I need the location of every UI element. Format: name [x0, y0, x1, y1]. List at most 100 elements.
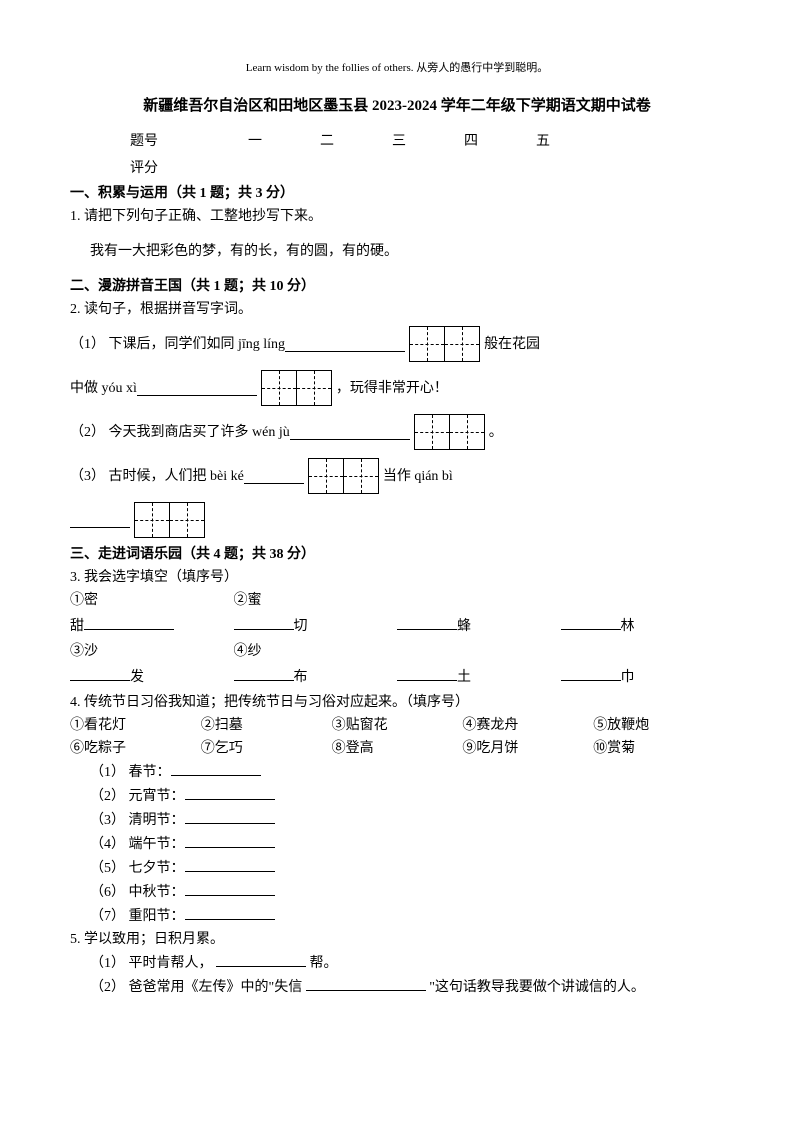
q4: 4. 传统节日习俗我知道；把传统节日与习俗对应起来。（填序号）: [70, 692, 724, 713]
blank[interactable]: [561, 615, 621, 630]
q2-3a: （2） 今天我到商店买了许多 wén jù: [70, 422, 290, 443]
q5-2: （2） 爸爸常用《左传》中的"失信 "这句话教导我要做个讲诚信的人。: [90, 976, 724, 998]
blank[interactable]: [397, 615, 457, 630]
c2: ②扫墓: [201, 715, 332, 736]
label-num: 题号: [130, 131, 158, 152]
q2: 2. 读句子，根据拼音写字词。: [70, 299, 724, 320]
q2-line2: 中做 yóu xì ，玩得非常开心！: [70, 368, 724, 408]
c9: ⑨吃月饼: [462, 738, 593, 759]
blank[interactable]: [70, 513, 130, 528]
q5-1a: （1） 平时肯帮人，: [90, 956, 213, 971]
c7: ⑦乞巧: [201, 738, 332, 759]
q4-choices1: ①看花灯 ②扫墓 ③贴窗花 ④赛龙舟 ⑤放鞭炮: [70, 715, 724, 736]
blank[interactable]: [185, 809, 275, 824]
f4: （4） 端午节：: [90, 837, 185, 852]
col-5: 五: [536, 131, 550, 152]
blank[interactable]: [185, 881, 275, 896]
blank[interactable]: [290, 425, 410, 440]
c1: ①看花灯: [70, 715, 201, 736]
blank[interactable]: [185, 905, 275, 920]
r1-3: 林: [621, 616, 635, 637]
col-4: 四: [464, 131, 478, 152]
r1-0: 甜: [70, 616, 84, 637]
q5-1b: 帮。: [310, 956, 338, 971]
c6: ⑥吃粽子: [70, 738, 201, 759]
col-2: 二: [320, 131, 334, 152]
c10: ⑩赏菊: [593, 738, 724, 759]
q5: 5. 学以致用；日积月累。: [70, 929, 724, 950]
q2-line1: （1） 下课后，同学们如同 jīng líng 般在花园: [70, 324, 724, 364]
f7: （7） 重阳节：: [90, 909, 185, 924]
q3-row1: 甜 切 蜂 林: [70, 615, 724, 637]
col-3: 三: [392, 131, 406, 152]
r2-0: 发: [130, 667, 144, 688]
blank[interactable]: [306, 976, 426, 991]
blank[interactable]: [234, 615, 294, 630]
q2-line3: （2） 今天我到商店买了许多 wén jù 。: [70, 412, 724, 452]
blank[interactable]: [216, 952, 306, 967]
blank[interactable]: [234, 666, 294, 681]
opt2a: ③沙: [70, 641, 230, 662]
q3: 3. 我会选字填空（填序号）: [70, 567, 724, 588]
blank[interactable]: [244, 469, 304, 484]
blank[interactable]: [84, 615, 174, 630]
section-3-heading: 三、走进词语乐园（共 4 题；共 38 分）: [70, 544, 724, 565]
opt2b: ④纱: [234, 644, 262, 659]
exam-title: 新疆维吾尔自治区和田地区墨玉县 2023-2024 学年二年级下学期语文期中试卷: [70, 95, 724, 118]
opt1b: ②蜜: [234, 593, 262, 608]
r2-2: 土: [457, 667, 471, 688]
r1-1: 切: [294, 616, 308, 637]
tian-grid[interactable]: [134, 502, 205, 538]
score-header: 题号 一 二 三 四 五: [130, 131, 724, 152]
r2-1: 布: [294, 667, 308, 688]
f1: （1） 春节：: [90, 765, 171, 780]
section-1-heading: 一、积累与运用（共 1 题；共 3 分）: [70, 183, 724, 204]
r2-3: 巾: [621, 667, 635, 688]
tian-grid[interactable]: [409, 326, 480, 362]
blank[interactable]: [561, 666, 621, 681]
r1-2: 蜂: [457, 616, 471, 637]
c5: ⑤放鞭炮: [593, 715, 724, 736]
q2-line5: [70, 500, 724, 540]
f2: （2） 元宵节：: [90, 789, 185, 804]
c8: ⑧登高: [332, 738, 463, 759]
q5-2a: （2） 爸爸常用《左传》中的"失信: [90, 980, 306, 995]
tian-grid[interactable]: [261, 370, 332, 406]
blank[interactable]: [285, 337, 405, 352]
q2-2b: ，玩得非常开心！: [336, 378, 448, 399]
q3-row2: 发 布 土 巾: [70, 666, 724, 688]
col-1: 一: [248, 131, 262, 152]
q5-1: （1） 平时肯帮人， 帮。: [90, 952, 724, 974]
q2-2a: 中做 yóu xì: [70, 378, 137, 399]
c4: ④赛龙舟: [462, 715, 593, 736]
blank[interactable]: [185, 833, 275, 848]
f3: （3） 清明节：: [90, 813, 185, 828]
blank[interactable]: [137, 381, 257, 396]
f6: （6） 中秋节：: [90, 885, 185, 900]
q1-text: 我有一大把彩色的梦，有的长，有的圆，有的硬。: [90, 241, 724, 262]
q3-opts1: ①密 ②蜜: [70, 590, 724, 611]
blank[interactable]: [185, 857, 275, 872]
q2-1a: （1） 下课后，同学们如同 jīng líng: [70, 334, 285, 355]
blank[interactable]: [70, 666, 130, 681]
blank[interactable]: [397, 666, 457, 681]
q2-3b: 。: [489, 422, 503, 443]
q2-1b: 般在花园: [484, 334, 540, 355]
header-quote: Learn wisdom by the follies of others. 从…: [70, 60, 724, 77]
festival-list: （1） 春节： （2） 元宵节： （3） 清明节： （4） 端午节： （5） 七…: [70, 761, 724, 927]
q2-line4: （3） 古时候，人们把 bèi ké 当作 qián bì: [70, 456, 724, 496]
blank[interactable]: [171, 761, 261, 776]
q4-choices2: ⑥吃粽子 ⑦乞巧 ⑧登高 ⑨吃月饼 ⑩赏菊: [70, 738, 724, 759]
c3: ③贴窗花: [332, 715, 463, 736]
q1: 1. 请把下列句子正确、工整地抄写下来。: [70, 206, 724, 227]
tian-grid[interactable]: [414, 414, 485, 450]
label-score: 评分: [130, 158, 724, 179]
q2-4b: 当作 qián bì: [383, 466, 453, 487]
tian-grid[interactable]: [308, 458, 379, 494]
f5: （5） 七夕节：: [90, 861, 185, 876]
section-2-heading: 二、漫游拼音王国（共 1 题；共 10 分）: [70, 276, 724, 297]
blank[interactable]: [185, 785, 275, 800]
q2-4a: （3） 古时候，人们把 bèi ké: [70, 466, 244, 487]
q3-opts2: ③沙 ④纱: [70, 641, 724, 662]
q5-2b: "这句话教导我要做个讲诚信的人。: [429, 980, 645, 995]
